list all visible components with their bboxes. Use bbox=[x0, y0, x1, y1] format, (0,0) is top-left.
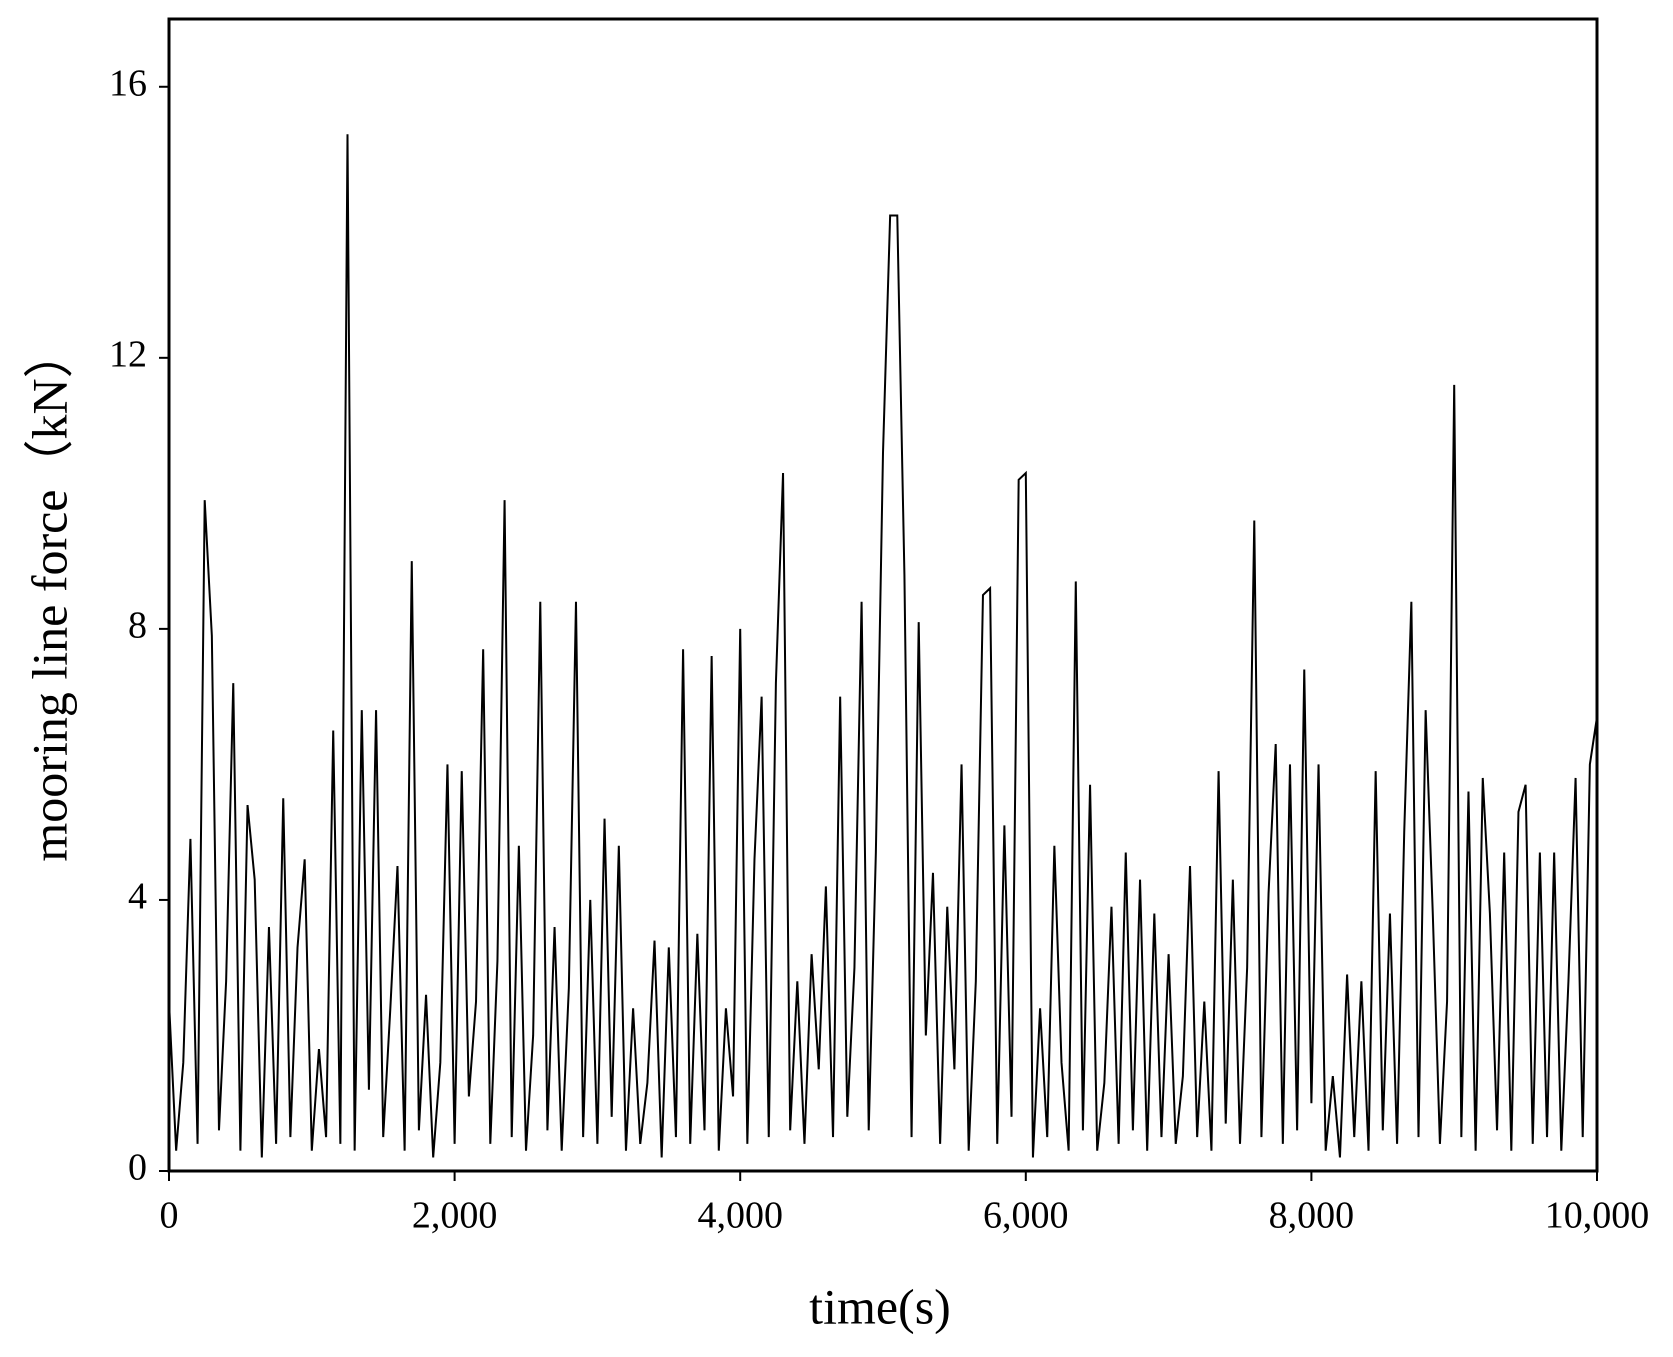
plot-frame bbox=[167, 17, 1599, 1173]
x-tick-label: 10,000 bbox=[1545, 1195, 1650, 1237]
y-axis-label: mooring line force（kN） bbox=[21, 328, 77, 861]
line-series bbox=[168, 134, 1598, 1158]
x-tick-label: 6,000 bbox=[983, 1195, 1069, 1237]
x-tick-label: 0 bbox=[160, 1195, 179, 1237]
y-tick-label: 8 bbox=[128, 605, 147, 647]
y-tick-label: 4 bbox=[128, 876, 147, 918]
y-tick-label: 16 bbox=[109, 62, 147, 104]
y-tick-label: 12 bbox=[109, 334, 147, 376]
x-tick-label: 2,000 bbox=[412, 1195, 498, 1237]
y-tick-label: 0 bbox=[128, 1147, 147, 1189]
x-axis-label: time(s) bbox=[809, 1278, 951, 1334]
x-tick-label: 8,000 bbox=[1269, 1195, 1355, 1237]
x-tick-label: 4,000 bbox=[697, 1195, 783, 1237]
